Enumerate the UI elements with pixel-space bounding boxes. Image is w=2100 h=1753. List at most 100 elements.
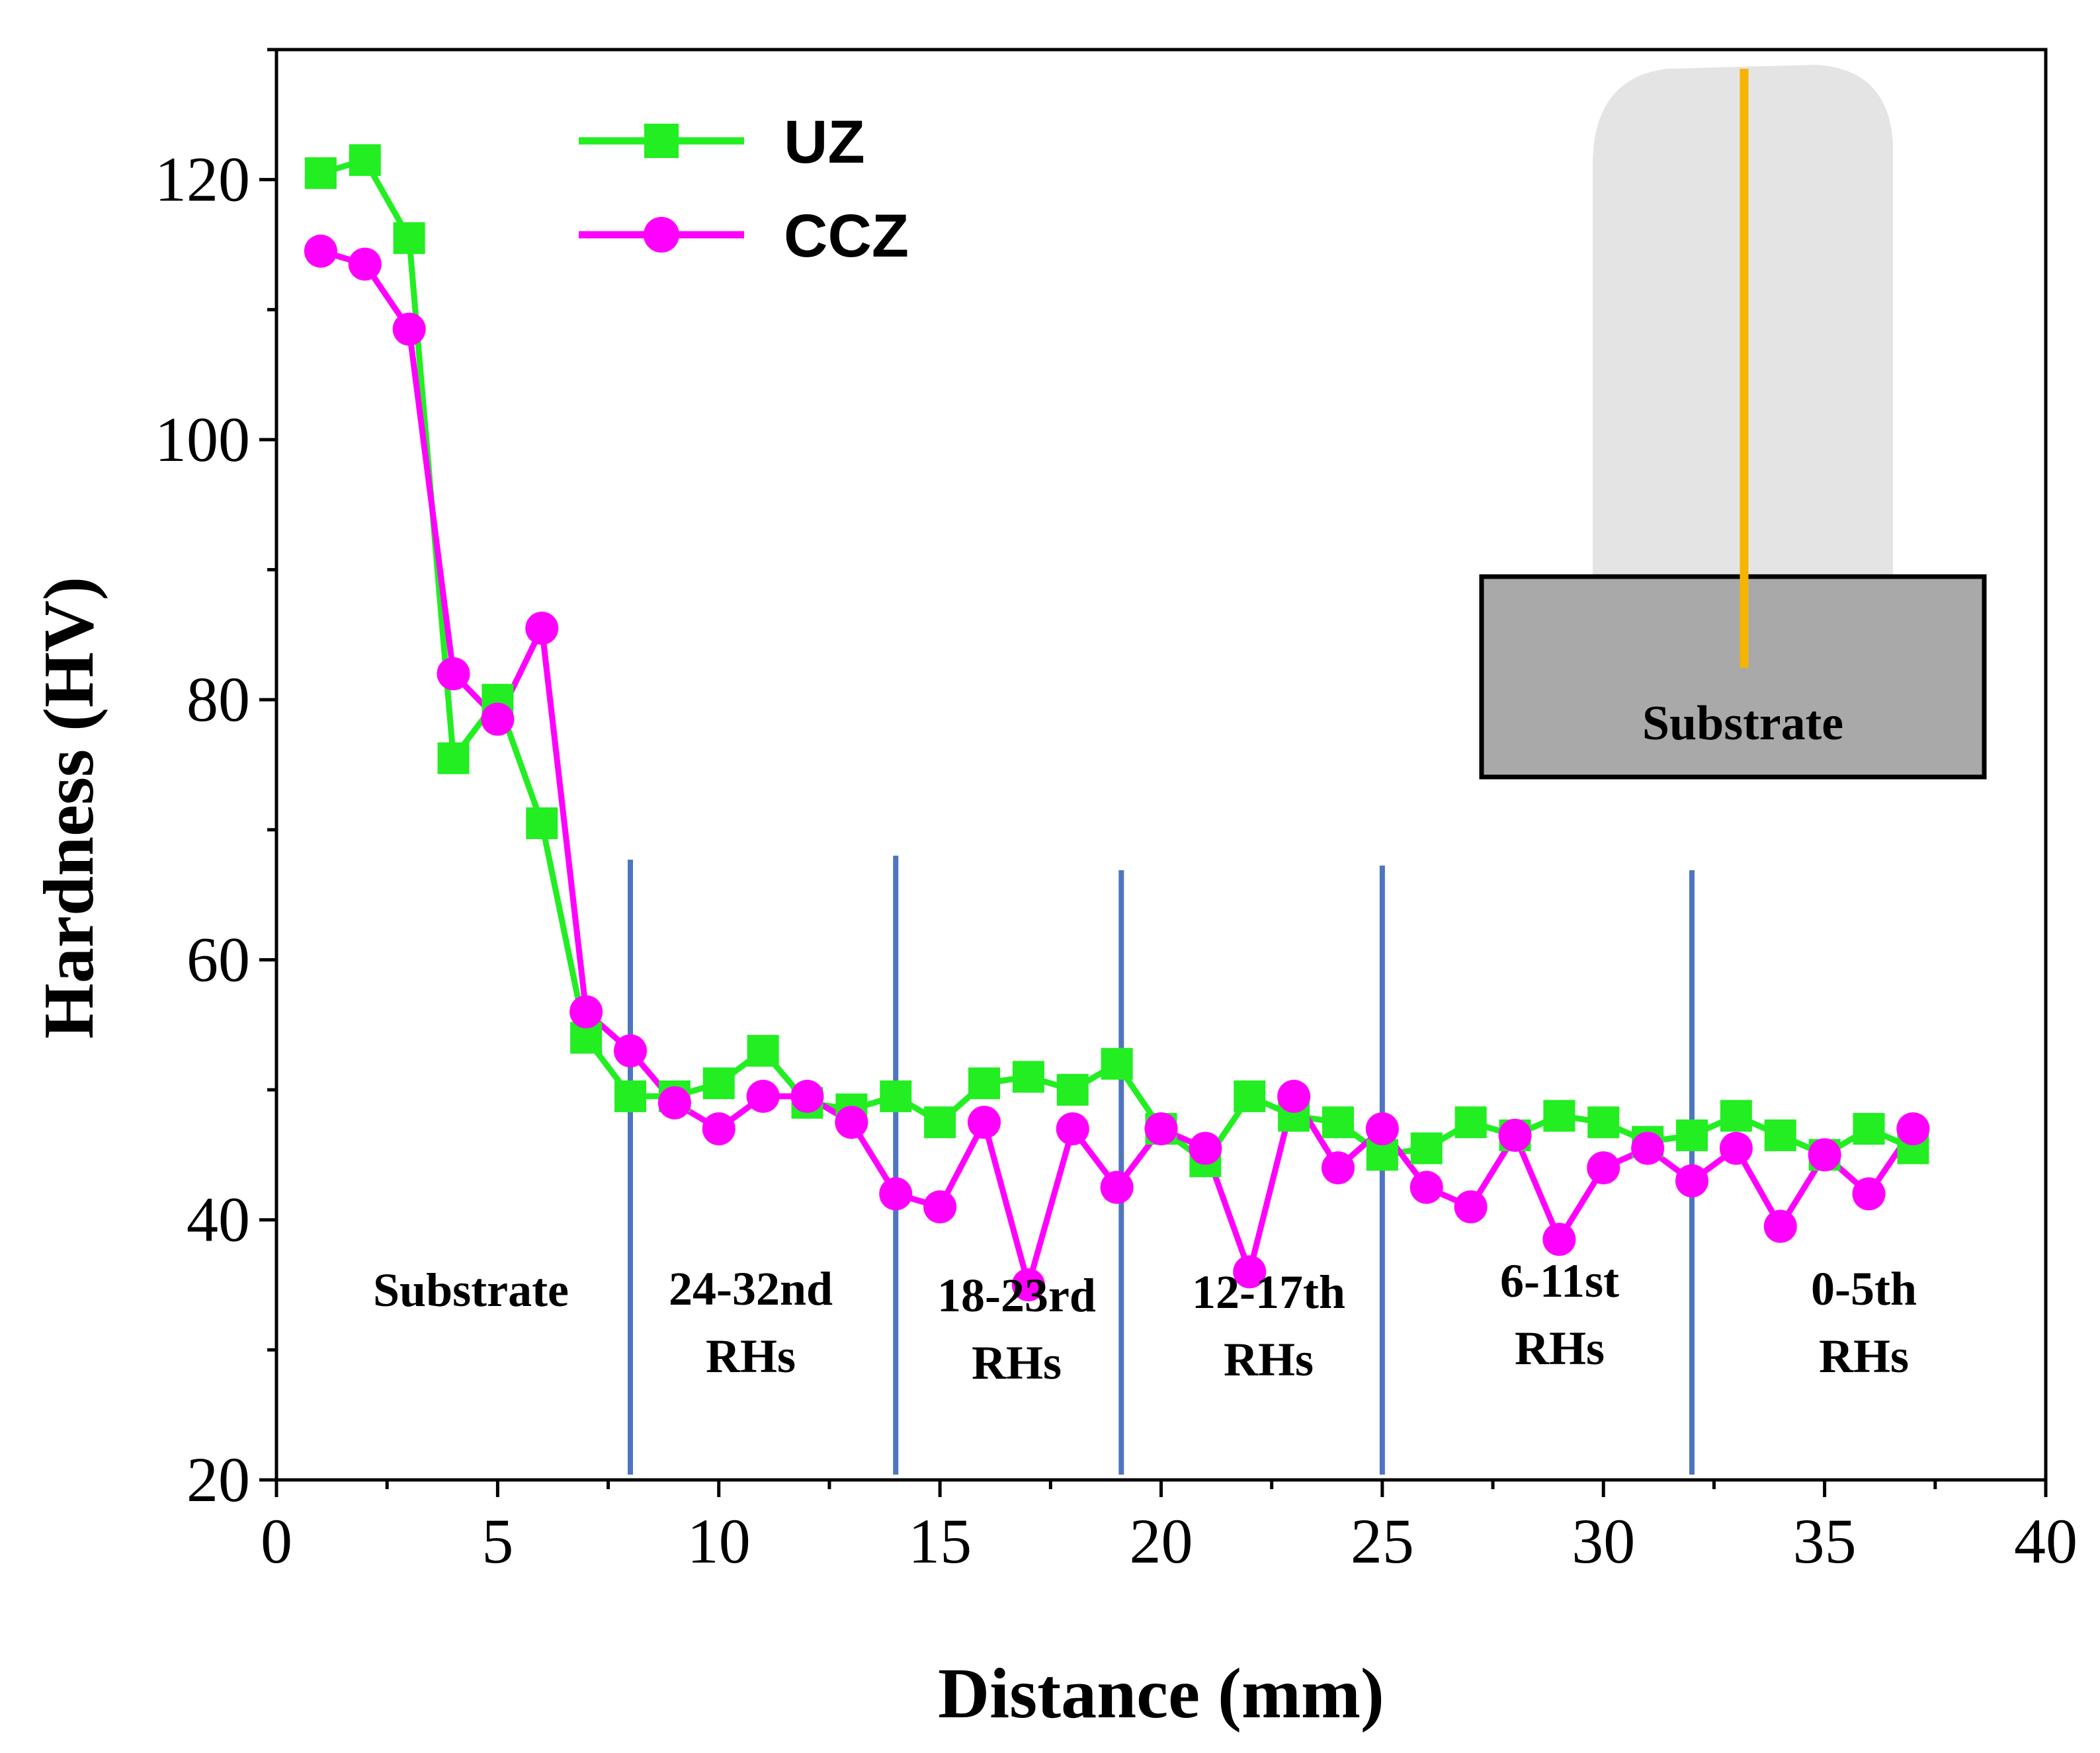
region-label: RHs: [706, 1330, 796, 1383]
data-point-ccz: [1631, 1131, 1665, 1165]
data-point-uz: [1853, 1113, 1885, 1145]
x-axis-title: Distance (mm): [938, 1654, 1384, 1733]
x-axis-ticks: 0 5 10 15 20 25 30 35 40: [261, 1480, 2078, 1576]
data-point-ccz: [923, 1190, 957, 1224]
data-point-ccz: [1056, 1112, 1089, 1146]
data-point-uz: [1012, 1061, 1044, 1093]
legend-label-ccz: CCZ: [784, 202, 909, 270]
data-point-uz: [880, 1080, 912, 1112]
x-tick-label: 20: [1130, 1506, 1193, 1576]
data-point-uz: [1543, 1100, 1575, 1132]
data-point-uz: [1587, 1106, 1620, 1139]
x-tick-label: 15: [908, 1506, 972, 1576]
legend-marker-ccz: [644, 217, 679, 253]
data-point-uz: [614, 1080, 646, 1112]
data-point-ccz: [1719, 1131, 1753, 1165]
inset-substrate-block: [1479, 574, 1987, 780]
region-label: RHs: [1224, 1333, 1314, 1386]
data-point-ccz: [1454, 1190, 1488, 1224]
data-point-ccz: [835, 1106, 868, 1139]
data-point-ccz: [1322, 1151, 1355, 1185]
x-tick-label: 40: [2014, 1506, 2078, 1576]
y-axis-title: Hardness (HV): [30, 577, 108, 1039]
y-tick-label: 40: [187, 1184, 250, 1255]
data-point-ccz: [614, 1034, 647, 1068]
data-point-ccz: [1852, 1177, 1886, 1211]
data-point-uz: [1676, 1119, 1708, 1151]
y-axis-ticks: 20 40 60 80 100 120: [155, 48, 276, 1515]
data-point-ccz: [879, 1177, 913, 1211]
y-tick-label: 100: [155, 404, 250, 475]
data-point-uz: [702, 1067, 735, 1100]
data-point-uz: [304, 157, 337, 189]
x-tick-label: 25: [1351, 1506, 1414, 1576]
data-point-uz: [747, 1035, 779, 1067]
data-point-uz: [1101, 1047, 1133, 1080]
region-label: 6-11st: [1500, 1254, 1619, 1307]
region-label: 24-32nd: [669, 1262, 833, 1315]
data-point-ccz: [1233, 1255, 1267, 1289]
data-point-ccz: [569, 995, 603, 1029]
region-labels: Substrate 24-32nd RHs 18-23rd RHs 12-17th RHs 6…: [373, 1254, 1917, 1389]
data-point-ccz: [657, 1086, 691, 1120]
data-point-uz: [1056, 1074, 1089, 1106]
series-markers: [304, 144, 1930, 1302]
data-point-ccz: [1498, 1118, 1532, 1152]
data-point-uz: [1322, 1106, 1354, 1139]
inset-substrate-label: Substrate: [1642, 696, 1843, 751]
data-point-ccz: [702, 1112, 735, 1146]
data-point-uz: [968, 1067, 1000, 1100]
legend-marker-uz: [644, 124, 679, 158]
region-label: RHs: [1819, 1330, 1909, 1383]
data-point-ccz: [348, 247, 382, 281]
region-label: RHs: [972, 1336, 1062, 1389]
data-point-uz: [349, 144, 381, 177]
y-tick-label: 60: [187, 924, 250, 995]
data-point-ccz: [1189, 1131, 1222, 1165]
data-point-ccz: [1409, 1170, 1443, 1204]
y-tick-label: 120: [155, 144, 250, 215]
data-point-ccz: [392, 312, 426, 346]
legend: UZ CCZ: [579, 108, 909, 270]
region-label: 18-23rd: [937, 1269, 1096, 1322]
data-point-ccz: [968, 1106, 1001, 1139]
data-point-ccz: [1896, 1112, 1930, 1146]
data-point-uz: [1764, 1119, 1796, 1151]
data-point-uz: [393, 222, 425, 255]
data-point-uz: [437, 742, 470, 774]
data-point-ccz: [1808, 1138, 1841, 1172]
data-point-ccz: [1763, 1209, 1797, 1243]
data-point-ccz: [1542, 1223, 1576, 1256]
data-point-ccz: [1365, 1112, 1399, 1146]
region-label: 0-5th: [1811, 1262, 1917, 1315]
y-tick-label: 20: [187, 1444, 250, 1515]
data-point-uz: [1720, 1100, 1752, 1132]
y-tick-label: 80: [187, 664, 250, 735]
data-point-ccz: [1011, 1268, 1045, 1302]
data-point-ccz: [1100, 1170, 1134, 1204]
data-point-ccz: [1587, 1151, 1620, 1185]
x-tick-label: 30: [1572, 1506, 1635, 1576]
data-point-uz: [1234, 1080, 1266, 1112]
x-tick-label: 5: [482, 1506, 513, 1576]
data-point-ccz: [304, 234, 337, 268]
data-point-uz: [1410, 1132, 1443, 1164]
data-point-ccz: [1144, 1112, 1178, 1146]
region-label: 12-17th: [1192, 1266, 1345, 1319]
data-point-uz: [526, 807, 558, 839]
data-point-ccz: [481, 702, 515, 736]
region-label: Substrate: [373, 1264, 569, 1317]
data-point-ccz: [1277, 1079, 1311, 1113]
x-tick-label: 0: [261, 1506, 292, 1576]
data-point-ccz: [437, 657, 470, 690]
legend-label-uz: UZ: [784, 108, 865, 176]
inset-schematic: Substrate: [1479, 65, 1987, 780]
data-point-uz: [1454, 1106, 1487, 1139]
x-tick-label: 10: [687, 1506, 751, 1576]
data-point-ccz: [525, 612, 559, 645]
region-label: RHs: [1515, 1322, 1605, 1375]
data-point-ccz: [746, 1079, 780, 1113]
x-tick-label: 35: [1793, 1506, 1857, 1576]
data-point-uz: [924, 1106, 956, 1139]
